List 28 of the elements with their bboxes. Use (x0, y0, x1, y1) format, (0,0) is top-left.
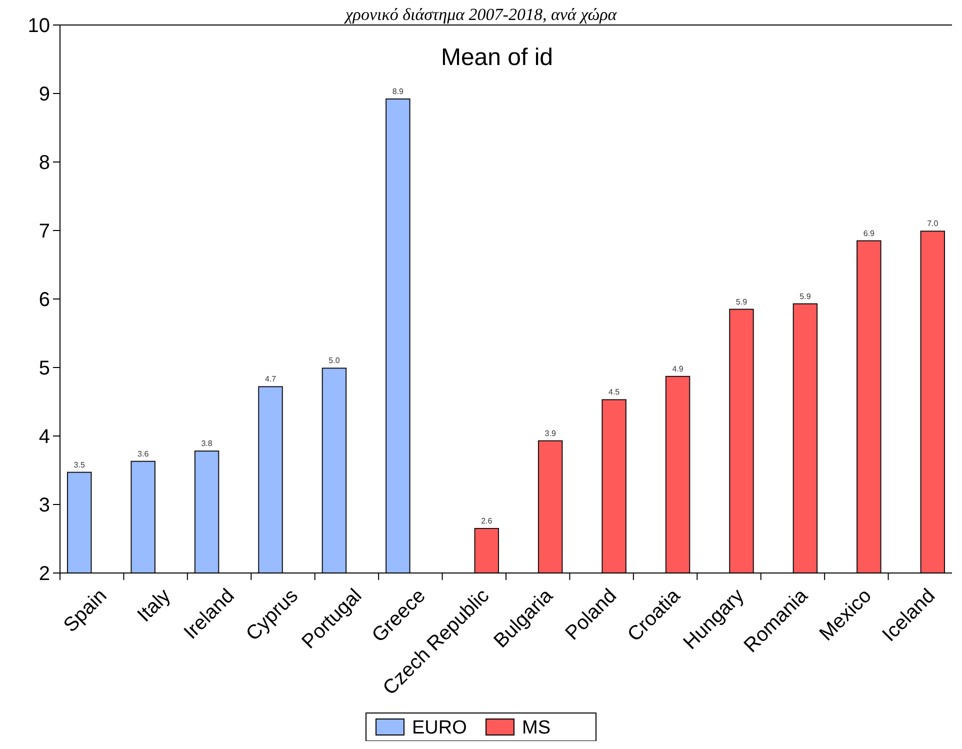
x-tick-label: Italy (134, 584, 176, 626)
y-tick-label: 2 (38, 563, 50, 585)
data-label: 3.9 (544, 428, 556, 438)
y-tick-label: 8 (38, 152, 50, 174)
text: Mean of id (440, 44, 554, 71)
legend-label: EURO (412, 718, 467, 739)
y-tick-label: 7 (38, 220, 50, 242)
data-label: 2.6 (481, 516, 493, 526)
data-label: 4.5 (608, 388, 620, 397)
data-label: 3.5 (74, 460, 86, 470)
data-label: 5.0 (328, 356, 340, 366)
y-tick-label: 6 (38, 289, 50, 311)
y-tick-label: 3 (38, 494, 50, 516)
y-tick-label: 9 (38, 84, 50, 106)
y-tick-label: 4 (38, 426, 50, 448)
data-label: 6.9 (863, 228, 876, 238)
data-label: 4.9 (672, 364, 684, 374)
data-label: 7.0 (927, 219, 939, 228)
data-label: 4.7 (264, 374, 277, 384)
y-tick-label: 10 (28, 15, 50, 37)
data-label: 5.9 (800, 292, 812, 301)
data-label: 8.9 (392, 86, 404, 96)
text: χρονικό διάστημα 2007-2018, ανά χώρα (343, 5, 618, 24)
data-label: 3.6 (138, 449, 150, 458)
data-label: 3.8 (201, 439, 213, 448)
legend-label: MS (522, 718, 550, 739)
y-tick-label: 5 (38, 358, 50, 380)
data-label: 5.9 (736, 297, 748, 306)
